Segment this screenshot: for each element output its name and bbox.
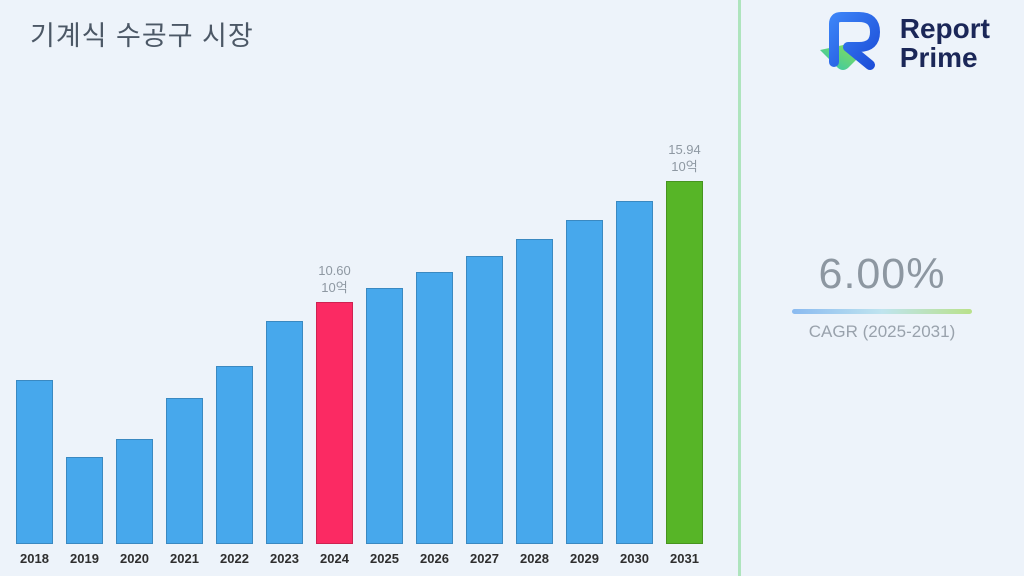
bar-group: 2021 (166, 398, 203, 566)
bar-group: 15.94 10억 2031 (666, 142, 703, 566)
bar-group: 2026 (416, 272, 453, 566)
report-prime-logo: Report Prime (812, 10, 990, 77)
vertical-divider (738, 0, 741, 576)
x-axis-label: 2022 (220, 551, 249, 566)
x-axis-label: 2020 (120, 551, 149, 566)
x-axis-label: 2019 (70, 551, 99, 566)
x-axis-label: 2025 (370, 551, 399, 566)
bar-2027 (466, 256, 503, 544)
x-axis-label: 2029 (570, 551, 599, 566)
bar-2020 (116, 439, 153, 544)
bar-group: 2023 (266, 321, 303, 566)
bar-group: 2027 (466, 256, 503, 566)
x-axis-label: 2024 (320, 551, 349, 566)
bar-group: 2020 (116, 439, 153, 566)
bar-group: 2018 (16, 380, 53, 566)
logo-text-line2: Prime (899, 41, 978, 73)
report-prime-logo-icon (812, 10, 890, 77)
bar-2029 (566, 220, 603, 544)
bar-2018 (16, 380, 53, 544)
cagr-value: 6.00% (818, 250, 946, 298)
cagr-stats: 6.00% CAGR (2025-2031) (762, 250, 1002, 342)
bar-2019 (66, 457, 103, 544)
bar-group: 2022 (216, 366, 253, 566)
bar-value-label: 10.60 10억 (318, 263, 351, 296)
x-axis-label: 2027 (470, 551, 499, 566)
x-axis-label: 2026 (420, 551, 449, 566)
bar-2024 (316, 302, 353, 544)
bar-2023 (266, 321, 303, 544)
x-axis-label: 2023 (270, 551, 299, 566)
x-axis-label: 2028 (520, 551, 549, 566)
bar-2030 (616, 201, 653, 544)
report-prime-logo-text: Report Prime (899, 12, 990, 73)
bar-group: 2029 (566, 220, 603, 566)
page-title: 기계식 수공구 시장 (30, 21, 254, 51)
bar-group: 2030 (616, 201, 653, 566)
bar-value-label: 15.94 10억 (668, 142, 701, 175)
x-axis-label: 2031 (670, 551, 699, 566)
bar-group: 2028 (516, 239, 553, 566)
bar-group: 2025 (366, 288, 403, 566)
bar-2022 (216, 366, 253, 544)
bar-chart: 2018 2019 2020 2021 2022 2023 10.60 10억 2024 2025… (16, 142, 703, 566)
bar-2026 (416, 272, 453, 544)
cagr-label: CAGR (2025-2031) (808, 322, 956, 341)
bar-2031 (666, 181, 703, 544)
bar-group: 2019 (66, 457, 103, 566)
bar-group: 10.60 10억 2024 (316, 263, 353, 566)
bar-2028 (516, 239, 553, 544)
logo-text-line1: Report (899, 12, 990, 44)
cagr-underline (792, 309, 972, 314)
x-axis-label: 2018 (20, 551, 49, 566)
x-axis-label: 2030 (620, 551, 649, 566)
x-axis-label: 2021 (170, 551, 199, 566)
bar-2021 (166, 398, 203, 544)
bar-2025 (366, 288, 403, 544)
